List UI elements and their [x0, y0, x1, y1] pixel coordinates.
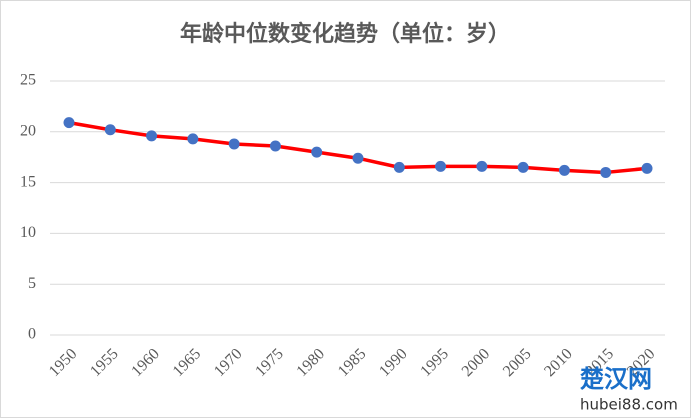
- marker: [63, 117, 75, 129]
- watermark: hubei88.com: [580, 396, 678, 414]
- marker: [187, 133, 199, 145]
- marker: [393, 161, 405, 173]
- marker: [558, 164, 570, 176]
- y-tick-label: 5: [28, 275, 36, 292]
- y-tick-label: 0: [28, 326, 36, 343]
- y-tick-label: 25: [20, 72, 36, 89]
- marker: [600, 166, 612, 178]
- y-tick-label: 10: [20, 224, 36, 241]
- watermark: 楚汉网: [580, 365, 652, 393]
- marker: [641, 162, 653, 174]
- y-tick-label: 20: [20, 122, 36, 139]
- marker: [311, 146, 323, 158]
- marker: [228, 138, 240, 150]
- marker: [476, 160, 488, 172]
- y-tick-label: 15: [20, 173, 36, 190]
- marker: [269, 140, 281, 152]
- marker: [104, 124, 116, 136]
- marker: [352, 152, 364, 164]
- marker: [146, 130, 158, 142]
- chart-title: 年龄中位数变化趋势（单位：岁）: [180, 21, 510, 47]
- marker: [517, 161, 529, 173]
- marker: [435, 160, 447, 172]
